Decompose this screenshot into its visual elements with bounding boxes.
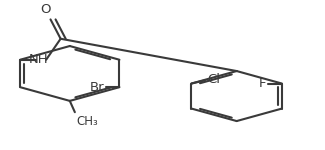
Text: NH: NH [29,53,48,66]
Text: Cl: Cl [208,73,221,86]
Text: F: F [259,77,267,90]
Text: Br: Br [90,81,104,94]
Text: O: O [40,3,51,16]
Text: CH₃: CH₃ [77,115,98,128]
